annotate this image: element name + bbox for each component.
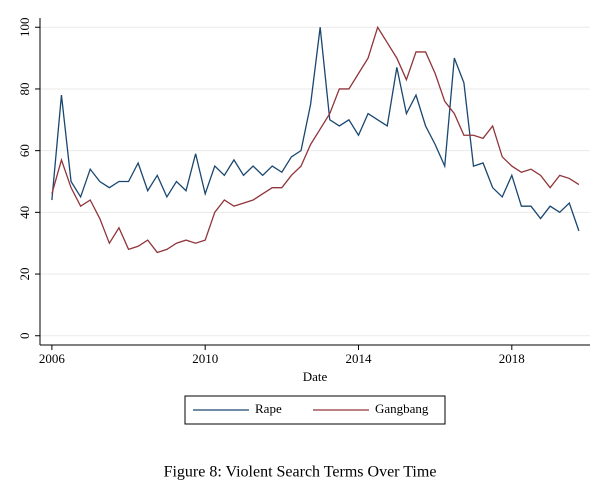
series-line bbox=[51, 27, 580, 232]
series-line bbox=[51, 25, 580, 254]
y-tick-label: 20 bbox=[17, 268, 32, 281]
y-tick-label: 100 bbox=[17, 18, 32, 37]
x-axis-label: Date bbox=[303, 369, 328, 384]
x-tick-label: 2018 bbox=[499, 351, 525, 366]
legend-label: Gangbang bbox=[375, 401, 429, 416]
x-tick-label: 2006 bbox=[39, 351, 66, 366]
y-tick-label: 40 bbox=[17, 206, 32, 219]
x-tick-label: 2010 bbox=[192, 351, 218, 366]
x-tick-label: 2014 bbox=[346, 351, 373, 366]
legend-label: Rape bbox=[255, 401, 282, 416]
y-tick-label: 0 bbox=[17, 332, 32, 339]
caption: Figure 8: Violent Search Terms Over Time bbox=[164, 464, 437, 481]
y-tick-label: 80 bbox=[17, 82, 32, 95]
y-tick-label: 60 bbox=[17, 144, 32, 157]
